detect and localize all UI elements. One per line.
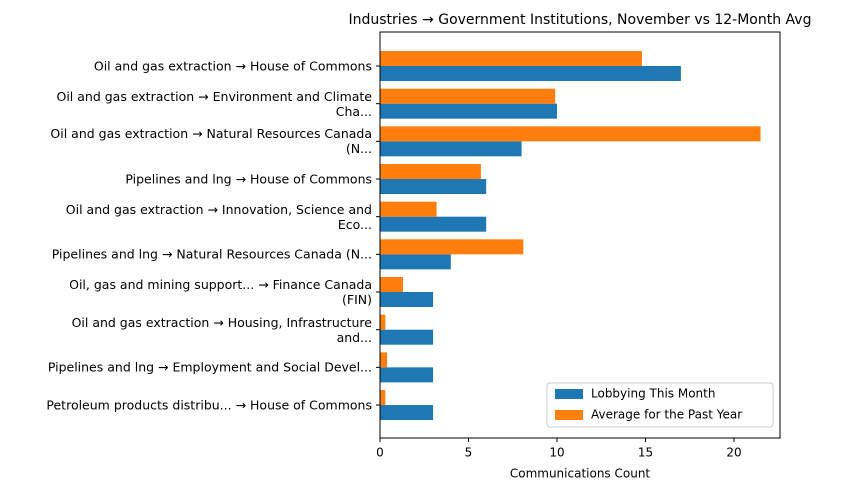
x-tick-label: 0: [376, 446, 384, 460]
x-tick-label: 20: [726, 446, 741, 460]
y-tick-label: Pipelines and lng → House of Commons: [125, 171, 372, 187]
bar: [380, 405, 434, 421]
bar: [380, 216, 487, 232]
bar: [380, 141, 522, 157]
bar: [380, 179, 487, 195]
legend-label: Average for the Past Year: [591, 408, 742, 422]
bar: [380, 314, 386, 330]
bar: [380, 367, 434, 383]
x-tick-label: 10: [549, 446, 564, 460]
legend-label: Lobbying This Month: [591, 387, 715, 401]
y-tick-label: Oil and gas extraction → Housing, Infras…: [71, 314, 372, 345]
legend-box: [546, 382, 774, 428]
x-tick-label: 15: [638, 446, 653, 460]
bar: [380, 292, 434, 308]
y-tick-label: Pipelines and lng → Natural Resources Ca…: [51, 246, 372, 262]
bar: [380, 126, 761, 142]
bar: [380, 239, 524, 255]
bar: [380, 103, 557, 119]
bar: [380, 329, 434, 345]
plot-frame: [379, 31, 781, 439]
y-tick-label: Oil and gas extraction → Natural Resourc…: [50, 126, 372, 157]
bar: [380, 164, 481, 180]
x-axis-label: Communications Count: [510, 467, 651, 481]
bar: [380, 201, 437, 217]
legend-swatch: [555, 389, 583, 399]
y-tick-label: Oil and gas extraction → Innovation, Sci…: [65, 201, 372, 232]
bar: [380, 352, 388, 368]
bar: [380, 254, 451, 270]
chart-title: Industries → Government Institutions, No…: [349, 12, 812, 28]
y-tick-label: Petroleum products distribu... → House o…: [46, 397, 372, 413]
bar: [380, 277, 404, 293]
legend-swatch: [555, 410, 583, 420]
y-tick-label: Oil, gas and mining support... → Finance…: [69, 277, 372, 308]
bar: [380, 66, 681, 81]
y-tick-label: Oil and gas extraction → House of Common…: [93, 58, 372, 74]
x-tick-label: 5: [465, 446, 473, 460]
legend: Lobbying This Month Average for the Past …: [546, 382, 774, 428]
bar: [380, 390, 386, 406]
bar: [380, 88, 556, 104]
y-tick-label: Oil and gas extraction → Environment and…: [56, 88, 372, 119]
bar: [380, 51, 642, 66]
y-tick-label: Pipelines and lng → Employment and Socia…: [47, 359, 372, 375]
